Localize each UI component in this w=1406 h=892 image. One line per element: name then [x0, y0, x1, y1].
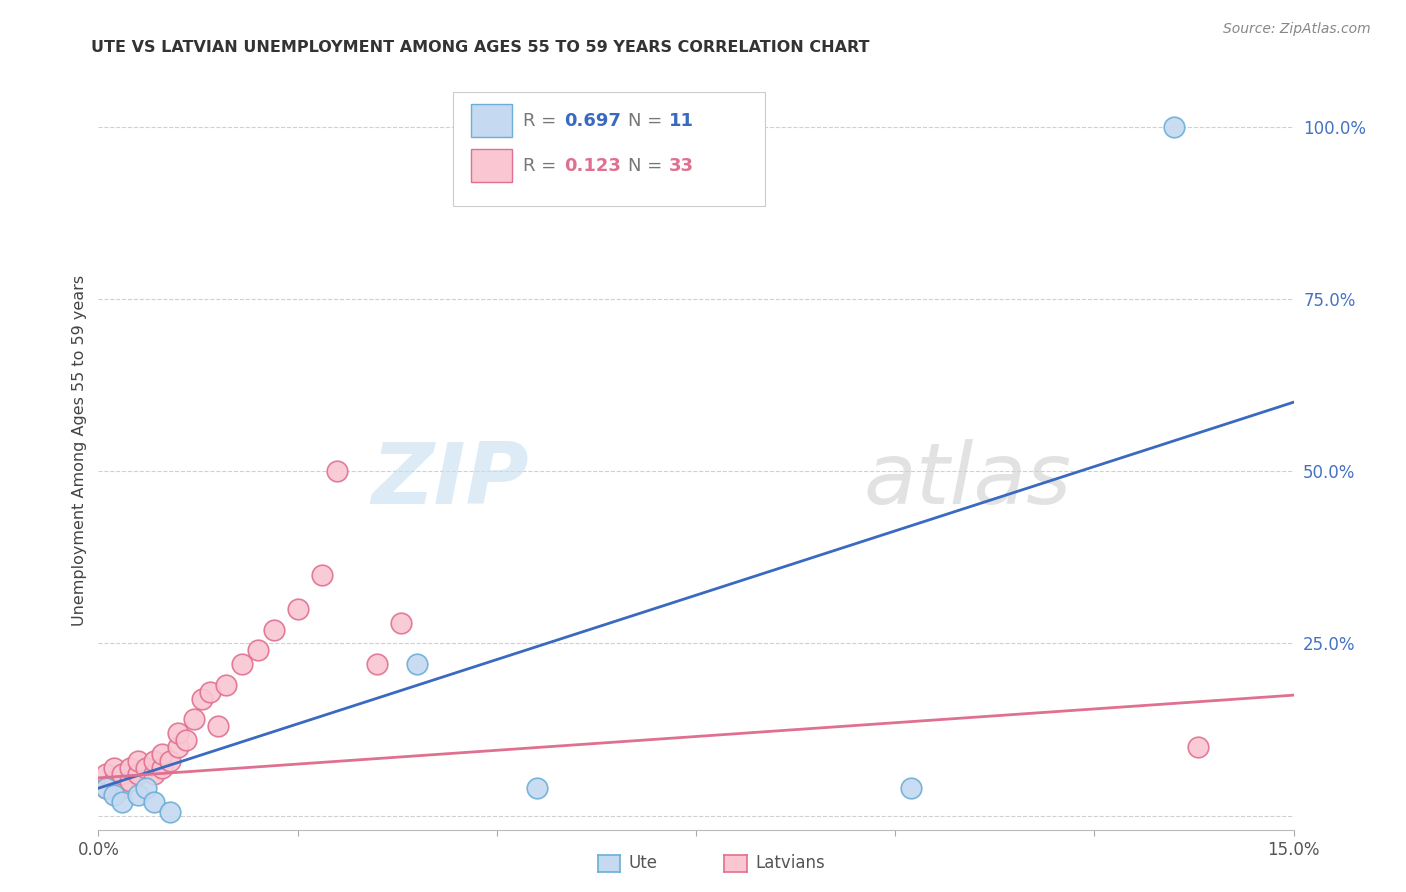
Text: 0.697: 0.697: [565, 112, 621, 129]
Point: [198, 684, 221, 698]
Point: [143, 754, 166, 768]
Point: [103, 774, 125, 789]
Point: [526, 781, 548, 796]
Point: [120, 760, 142, 774]
Text: 0.123: 0.123: [565, 157, 621, 175]
Point: [191, 691, 214, 706]
Point: [127, 788, 149, 802]
Point: [127, 767, 149, 781]
Y-axis label: Unemployment Among Ages 55 to 59 years: Unemployment Among Ages 55 to 59 years: [72, 275, 87, 626]
Text: R =: R =: [523, 157, 561, 175]
Text: 11: 11: [668, 112, 693, 129]
Point: [311, 567, 333, 582]
Text: ZIP: ZIP: [371, 439, 529, 523]
Point: [111, 795, 134, 809]
Point: [287, 602, 309, 616]
FancyBboxPatch shape: [471, 104, 512, 137]
Point: [96, 781, 118, 796]
Point: [1187, 739, 1209, 754]
Text: UTE VS LATVIAN UNEMPLOYMENT AMONG AGES 55 TO 59 YEARS CORRELATION CHART: UTE VS LATVIAN UNEMPLOYMENT AMONG AGES 5…: [91, 40, 870, 55]
Point: [167, 726, 190, 740]
Point: [96, 767, 118, 781]
Point: [103, 760, 125, 774]
Point: [111, 767, 134, 781]
Point: [263, 623, 285, 637]
Point: [150, 760, 173, 774]
Point: [111, 781, 134, 796]
Text: 33: 33: [668, 157, 693, 175]
Point: [127, 754, 149, 768]
Point: [135, 781, 157, 796]
Text: N =: N =: [628, 157, 668, 175]
Point: [1163, 120, 1185, 134]
Point: [231, 657, 253, 672]
FancyBboxPatch shape: [453, 92, 765, 206]
Point: [389, 615, 412, 630]
Point: [207, 719, 229, 733]
Point: [215, 678, 238, 692]
Text: Source: ZipAtlas.com: Source: ZipAtlas.com: [1223, 22, 1371, 37]
Point: [103, 788, 125, 802]
Text: R =: R =: [523, 112, 561, 129]
Point: [135, 760, 157, 774]
Point: [143, 767, 166, 781]
FancyBboxPatch shape: [471, 149, 512, 182]
Point: [143, 795, 166, 809]
Point: [159, 805, 181, 820]
Point: [167, 739, 190, 754]
Text: atlas: atlas: [863, 439, 1071, 523]
Point: [406, 657, 429, 672]
Text: Latvians: Latvians: [755, 855, 825, 872]
Point: [900, 781, 922, 796]
Point: [96, 781, 118, 796]
Point: [150, 747, 173, 761]
Text: N =: N =: [628, 112, 668, 129]
Point: [246, 643, 269, 657]
Point: [174, 733, 197, 747]
Point: [326, 464, 349, 478]
Point: [366, 657, 388, 672]
Text: Ute: Ute: [628, 855, 658, 872]
Point: [159, 754, 181, 768]
Point: [120, 774, 142, 789]
Point: [183, 712, 205, 726]
